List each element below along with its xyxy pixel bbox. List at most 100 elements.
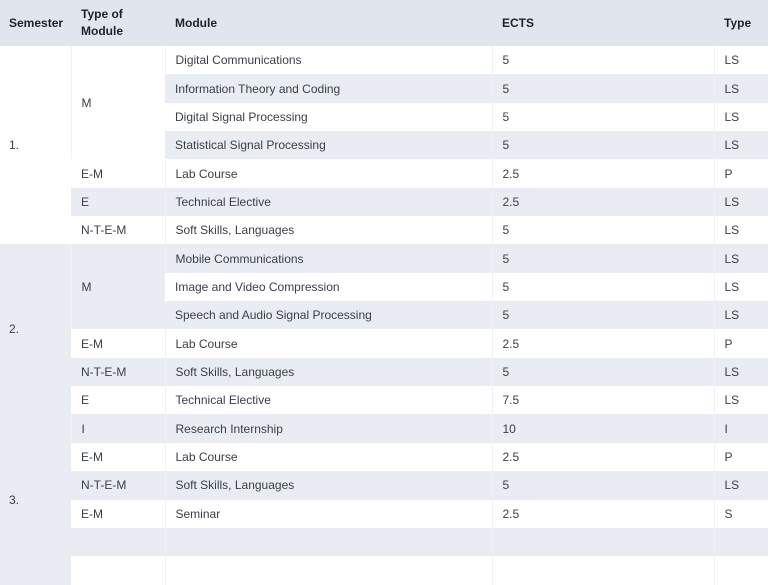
type-cell: LS: [713, 102, 768, 132]
type-of-module-cell: M: [70, 46, 165, 160]
ects-cell: [491, 556, 714, 585]
type-cell: [713, 527, 768, 557]
table-row: E-M Lab Course 2.5 P: [0, 442, 768, 472]
type-of-module-cell: E: [71, 187, 165, 217]
type-of-module-cell: M: [70, 244, 165, 330]
module-cell: Information Theory and Coding: [165, 74, 492, 103]
module-cell: Soft Skills, Languages: [164, 471, 492, 500]
type-cell: LS: [713, 46, 768, 75]
table-row: 3. I Research Internship 10 I: [0, 414, 768, 585]
type-cell: LS: [713, 386, 768, 415]
header-row: Semester Type of Module Module ECTS Type: [0, 0, 768, 46]
ects-cell: 5: [491, 74, 714, 103]
table-header: Semester Type of Module Module ECTS Type: [0, 0, 768, 46]
type-of-module-cell: E-M: [71, 159, 165, 188]
type-cell: LS: [713, 244, 768, 273]
module-cell: [164, 527, 492, 557]
ects-cell: 2.5: [491, 187, 714, 217]
type-of-module-cell: N-T-E-M: [71, 357, 165, 387]
type-cell: LS: [713, 131, 768, 160]
table-row: E Technical Elective 7.5 LS: [0, 386, 768, 415]
module-cell: Speech and Audio Signal Processing: [165, 301, 492, 330]
table-row: E-M Lab Course 2.5 P: [0, 329, 768, 358]
ects-cell: 5: [491, 471, 714, 500]
module-cell: Soft Skills, Languages: [164, 216, 492, 245]
module-cell: Lab Course: [164, 329, 492, 358]
type-cell: LS: [713, 471, 768, 500]
table-row: [0, 556, 768, 585]
type-of-module-cell: E: [71, 386, 165, 415]
table-row: E-M Lab Course 2.5 P: [0, 159, 768, 188]
table-body: 1. M Digital Communications 5 LS Informa…: [0, 46, 768, 585]
ects-cell: 2.5: [491, 499, 714, 528]
type-cell: I: [713, 414, 768, 443]
ects-cell: 7.5: [491, 386, 714, 415]
type-of-module-cell: [71, 556, 165, 585]
module-cell: Research Internship: [164, 414, 492, 443]
module-cell: Technical Elective: [164, 386, 492, 415]
table-row: E Technical Elective 2.5 LS: [0, 187, 768, 217]
module-cell: Image and Video Compression: [165, 272, 492, 302]
ects-cell: 5: [491, 131, 714, 160]
type-cell: LS: [713, 216, 768, 245]
ects-cell: 5: [491, 357, 714, 387]
ects-cell: 5: [491, 272, 714, 302]
ects-cell: 2.5: [491, 159, 714, 188]
table-row: Digital Signal Processing 5 LS: [0, 102, 768, 132]
type-of-module-cell: E-M: [71, 442, 165, 472]
semester-cell: 3.: [0, 414, 71, 585]
module-cell: Seminar: [164, 499, 492, 528]
module-cell: Statistical Signal Processing: [165, 131, 492, 160]
table-row: N-T-E-M Soft Skills, Languages 5 LS: [0, 216, 768, 245]
table-row: N-T-E-M Soft Skills, Languages 5 LS: [0, 357, 768, 387]
type-cell: S: [713, 499, 768, 528]
table-row: Statistical Signal Processing 5 LS: [0, 131, 768, 160]
ects-cell: 5: [491, 301, 714, 330]
module-cell: Mobile Communications: [164, 244, 492, 273]
module-cell: Soft Skills, Languages: [164, 357, 492, 387]
type-cell: LS: [713, 74, 768, 103]
type-of-module-cell: E-M: [71, 329, 165, 358]
table-row: 2. M Mobile Communications 5 LS: [0, 244, 768, 415]
semester-cell: 2.: [0, 244, 71, 415]
ects-cell: 5: [491, 244, 714, 273]
type-of-module-cell: N-T-E-M: [71, 471, 165, 500]
type-of-module-cell: E-M: [71, 499, 165, 528]
table-row: Speech and Audio Signal Processing 5 LS: [0, 301, 768, 330]
module-cell: [164, 556, 492, 585]
module-cell: Digital Communications: [164, 46, 492, 75]
ects-cell: 5: [491, 216, 714, 245]
type-cell: LS: [713, 357, 768, 387]
type-of-module-cell: I: [70, 414, 165, 443]
table-row: [0, 527, 768, 557]
type-cell: LS: [713, 301, 768, 330]
table-row: 1. M Digital Communications 5 LS: [0, 46, 768, 245]
type-of-module-cell: [71, 527, 165, 557]
ects-cell: 5: [491, 46, 714, 75]
table-row: Information Theory and Coding 5 LS: [0, 74, 768, 103]
ects-cell: [491, 527, 714, 557]
type-cell: P: [713, 442, 768, 472]
header-type-of-module: Type of Module: [71, 0, 165, 46]
table-row: E-M Seminar 2.5 S: [0, 499, 768, 528]
header-semester: Semester: [0, 0, 71, 46]
module-cell: Digital Signal Processing: [165, 102, 492, 132]
semester-cell: 1.: [0, 46, 71, 245]
ects-cell: 2.5: [491, 329, 714, 358]
module-cell: Lab Course: [164, 159, 492, 188]
header-ects: ECTS: [492, 0, 714, 46]
ects-cell: 5: [491, 102, 714, 132]
table-row: N-T-E-M Soft Skills, Languages 5 LS: [0, 471, 768, 500]
module-cell: Technical Elective: [164, 187, 492, 217]
type-cell: P: [713, 159, 768, 188]
table-row: Image and Video Compression 5 LS: [0, 272, 768, 302]
type-cell: [713, 556, 768, 585]
ects-cell: 10: [491, 414, 714, 443]
ects-cell: 2.5: [491, 442, 714, 472]
module-cell: Lab Course: [164, 442, 492, 472]
type-cell: LS: [713, 187, 768, 217]
type-cell: LS: [713, 272, 768, 302]
header-module: Module: [165, 0, 492, 46]
type-cell: P: [713, 329, 768, 358]
